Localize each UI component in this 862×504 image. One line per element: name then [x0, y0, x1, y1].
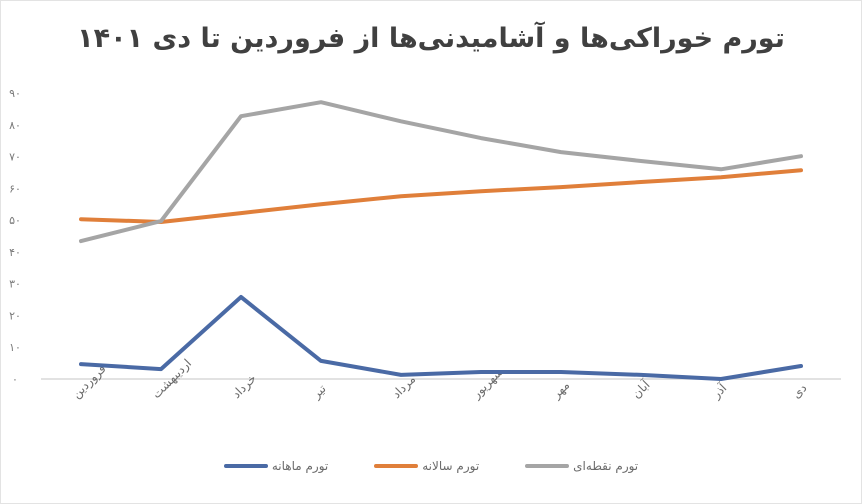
x-tick-label: آبان: [629, 377, 654, 402]
legend-item-monthly: تورم ماهانه: [223, 459, 329, 473]
y-tick-label: ۶۰: [9, 182, 21, 195]
legend-item-point-to-point: تورم نقطه‌ای: [525, 459, 638, 473]
legend-swatch-annual: [374, 464, 419, 468]
y-tick-label: ۳۰: [9, 278, 21, 291]
series-lines: [79, 100, 803, 381]
legend-swatch-point-to-point: [525, 464, 570, 468]
x-tick-label: تیر: [309, 382, 330, 403]
x-tick-label: مهر: [549, 378, 573, 402]
y-tick-label: ۲۰: [9, 309, 21, 322]
x-tick-label: دی: [789, 381, 809, 401]
series-line-0: [79, 295, 803, 381]
x-tick-label: آذر: [708, 380, 731, 403]
series-line-1: [79, 168, 803, 224]
y-tick-label: ۹۰: [9, 87, 21, 100]
chart-title: تورم خوراکی‌ها و آشامیدنی‌ها از فروردین …: [77, 23, 785, 54]
legend-label-annual: تورم سالانه: [422, 459, 480, 473]
y-tick-label: ۱۰: [9, 341, 21, 354]
y-tick-label: ۰: [12, 373, 18, 386]
y-tick-label: ۷۰: [9, 151, 21, 164]
y-tick-label: ۵۰: [9, 214, 21, 227]
legend-item-annual: تورم سالانه: [374, 459, 479, 473]
x-tick-label: خرداد: [229, 371, 259, 401]
x-tick-label: فروردین: [69, 362, 109, 402]
y-axis: ۰ ۱۰ ۲۰ ۳۰ ۴۰ ۵۰ ۶۰ ۷۰ ۸۰ ۹۰: [9, 87, 841, 386]
legend-label-point-to-point: تورم نقطه‌ای: [573, 459, 639, 473]
y-tick-label: ۸۰: [9, 119, 21, 132]
legend-label-monthly: تورم ماهانه: [271, 459, 329, 473]
legend: تورم ماهانه تورم سالانه تورم نقطه‌ای: [1, 459, 861, 473]
series-line-2: [79, 100, 803, 244]
y-tick-label: ۴۰: [9, 246, 21, 259]
legend-swatch-monthly: [223, 464, 268, 468]
